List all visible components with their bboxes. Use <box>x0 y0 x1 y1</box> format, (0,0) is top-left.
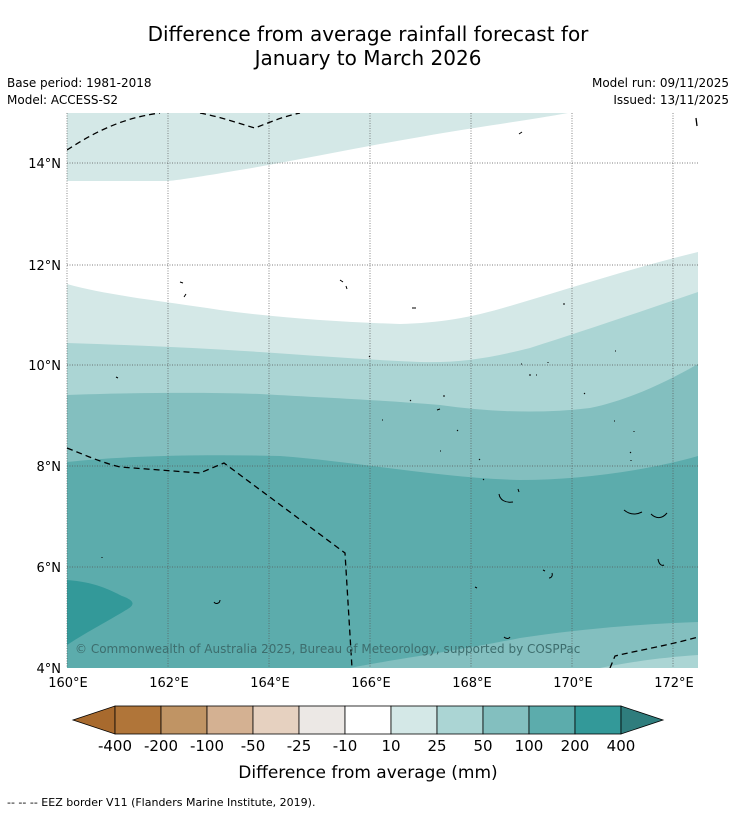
colorbar-tick: 100 <box>515 737 544 755</box>
eez-borders <box>67 113 698 668</box>
lon-label: 168°E <box>452 676 492 691</box>
meta-right: Model run: 09/11/2025 Issued: 13/11/2025 <box>592 75 729 109</box>
lon-label: 160°E <box>48 676 88 691</box>
colorbar-swatch <box>482 705 530 735</box>
lon-label: 166°E <box>351 676 391 691</box>
colorbar-swatch <box>344 705 392 735</box>
colorbar-swatch <box>574 705 622 735</box>
colorbar-tick: 50 <box>473 737 492 755</box>
lon-label: 164°E <box>250 676 290 691</box>
colorbar-swatch <box>206 705 254 735</box>
colorbar-swatch <box>528 705 576 735</box>
lat-label: 10°N <box>28 359 61 374</box>
colorbar-swatch <box>252 705 300 735</box>
issued-date: Issued: 13/11/2025 <box>613 93 729 107</box>
base-period: Base period: 1981-2018 <box>7 76 152 90</box>
title-line-2: January to March 2026 <box>254 46 482 70</box>
colorbar-tick: 200 <box>561 737 590 755</box>
title-line-1: Difference from average rainfall forecas… <box>147 22 589 46</box>
colorbar-extend-low <box>71 705 116 735</box>
model-run: Model run: 09/11/2025 <box>591 76 729 90</box>
band-10-25-north <box>67 113 568 181</box>
lat-label: 14°N <box>28 157 61 172</box>
band-200-400 <box>67 580 133 645</box>
lon-label: 162°E <box>149 676 189 691</box>
colorbar-extend-high <box>620 705 665 735</box>
lon-label: 172°E <box>654 676 694 691</box>
lat-label: 4°N <box>37 662 62 677</box>
colorbar-tick: 25 <box>427 737 446 755</box>
colorbar-tick: 400 <box>607 737 636 755</box>
colorbar-tick: -10 <box>333 737 358 755</box>
colorbar-tick: -25 <box>287 737 312 755</box>
colorbar-label: Difference from average (mm) <box>238 763 497 783</box>
chart-title: Difference from average rainfall forecas… <box>0 22 736 70</box>
eez-legend: -- -- -- EEZ border V11 (Flanders Marine… <box>7 796 316 809</box>
lat-label: 12°N <box>28 259 61 274</box>
graticule <box>66 113 698 668</box>
lat-label: 8°N <box>37 460 62 475</box>
latitude-labels: 14°N 12°N 10°N 8°N 6°N 4°N <box>28 157 61 677</box>
islands <box>101 131 668 639</box>
colorbar-swatch <box>298 705 346 735</box>
copyright-notice: © Commonwealth of Australia 2025, Bureau… <box>75 642 580 656</box>
colorbar-tick: 10 <box>381 737 400 755</box>
band-50-100-south <box>350 622 698 668</box>
rainfall-map <box>67 113 698 668</box>
colorbar-tick: -200 <box>144 737 178 755</box>
colorbar-swatch <box>436 705 484 735</box>
colorbar <box>71 705 665 735</box>
colorbar-tick: -50 <box>241 737 266 755</box>
band-25-50-south <box>600 655 698 668</box>
lat-label: 6°N <box>37 561 62 576</box>
colorbar-swatch <box>160 705 208 735</box>
lon-label: 170°E <box>553 676 593 691</box>
colorbar-swatch <box>390 705 438 735</box>
meta-left: Base period: 1981-2018 Model: ACCESS-S2 <box>7 75 152 109</box>
colorbar-swatch <box>114 705 162 735</box>
model-name: Model: ACCESS-S2 <box>7 93 119 107</box>
colorbar-tick: -100 <box>190 737 224 755</box>
colorbar-tick: -400 <box>98 737 132 755</box>
longitude-labels: 160°E 162°E 164°E 166°E 168°E 170°E 172°… <box>48 676 694 691</box>
colorbar-ticks: -400 -200 -100 -50 -25 -10 10 25 50 100 … <box>98 737 635 755</box>
